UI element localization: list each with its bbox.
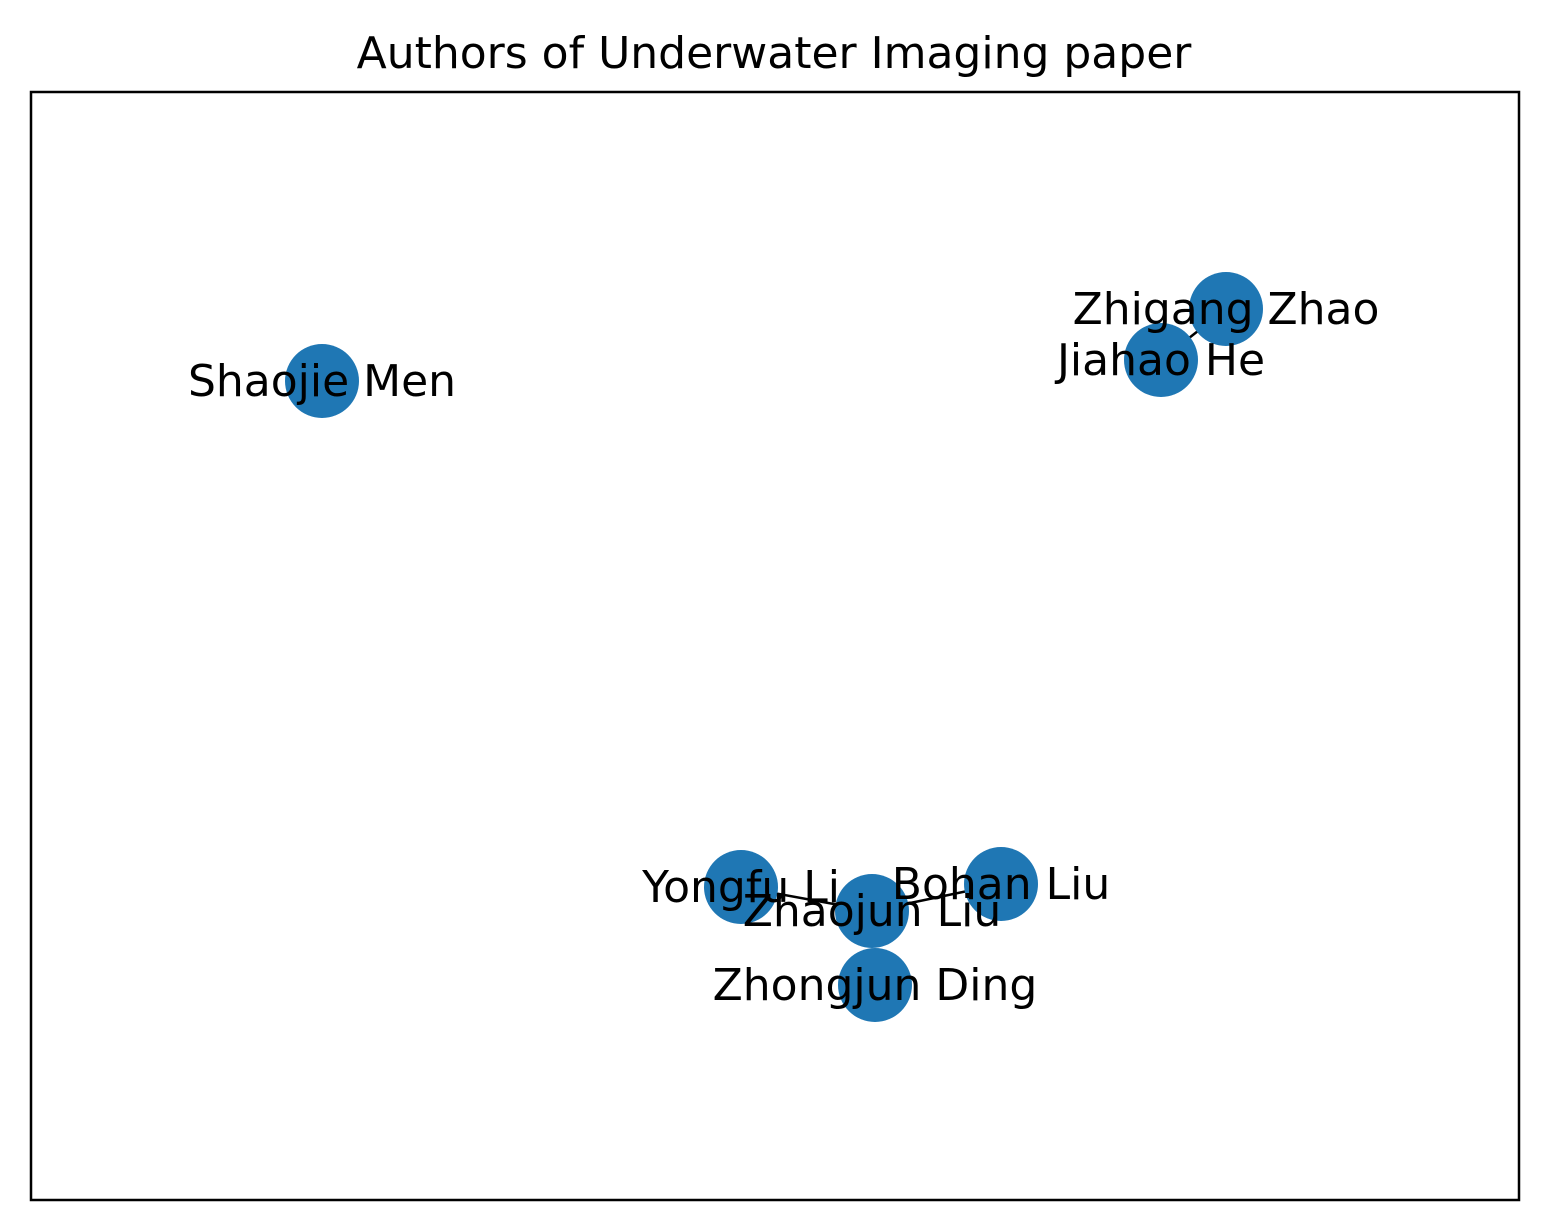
node-jiahao-he xyxy=(1124,323,1198,397)
node-label-shaojie-men: Shaojie Men xyxy=(188,356,456,407)
node-shaojie-men xyxy=(285,344,359,418)
node-label-zhigang-zhao: Zhigang Zhao xyxy=(1073,284,1380,335)
plot-frame xyxy=(29,90,1521,1202)
node-yongfu-li xyxy=(704,850,778,924)
node-bohan-liu xyxy=(964,847,1038,921)
nodes-layer xyxy=(285,272,1263,1022)
node-label-jiahao-he: Jiahao He xyxy=(1054,335,1265,386)
node-label-yongfu-li: Yongfu Li xyxy=(641,862,840,913)
node-label-zhaojun-liu: Zhaojun Liu xyxy=(743,886,1002,937)
node-zhongjun-ding xyxy=(838,948,912,1022)
node-zhaojun-liu xyxy=(835,874,909,948)
figure-title: Authors of Underwater Imaging paper xyxy=(357,28,1193,79)
node-label-bohan-liu: Bohan Liu xyxy=(892,859,1110,910)
node-label-zhongjun-ding: Zhongjun Ding xyxy=(713,960,1038,1011)
node-zhigang-zhao xyxy=(1189,272,1263,346)
